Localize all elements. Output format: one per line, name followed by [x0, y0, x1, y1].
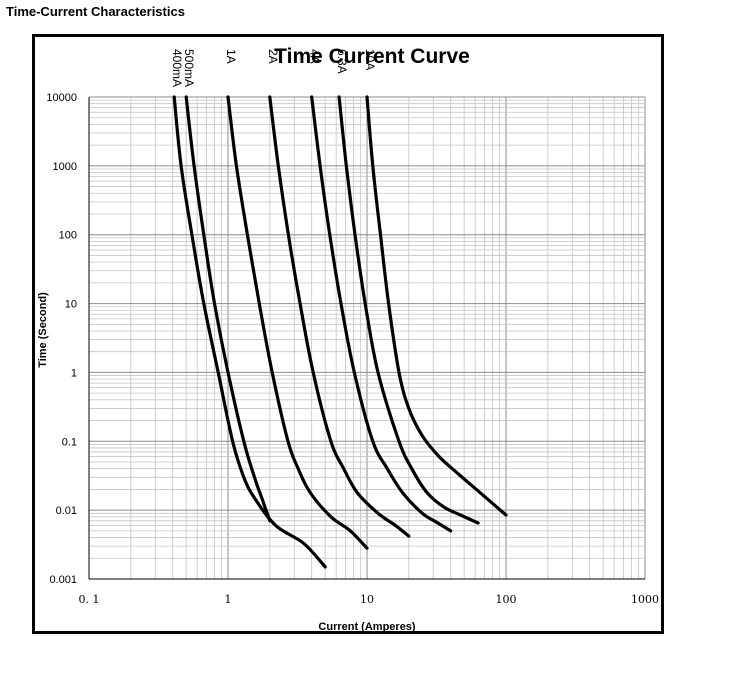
y-tick-label: 0.1 — [62, 436, 77, 448]
series-label: 4A — [308, 49, 322, 64]
x-tick-label: 0. 1 — [79, 593, 100, 606]
y-tick-labels: 10000 1000 100 10 1 0.1 0.01 0.001 — [46, 92, 77, 586]
series-label: 2A — [266, 49, 280, 64]
y-tick-label: 100 — [59, 230, 77, 242]
series-curve-10a — [365, 95, 508, 517]
y-tick-label: 0.001 — [49, 574, 77, 586]
series-label: 1A — [224, 49, 238, 64]
x-tick-label: 100 — [496, 593, 517, 606]
axes — [88, 97, 645, 580]
series-curve-1a — [226, 95, 369, 550]
series-label: 400mA — [170, 49, 184, 87]
y-axis-title: Time (Second) — [37, 292, 49, 368]
series-curve-500ma — [184, 95, 272, 523]
y-tick-label: 10000 — [46, 92, 77, 104]
series-curve-6-3a — [337, 95, 480, 525]
series-curve-400ma — [172, 95, 327, 569]
series-curves — [172, 95, 508, 569]
x-tick-label: 10 — [360, 593, 374, 606]
series-curve-4a — [310, 95, 453, 533]
series-label: 10A — [363, 49, 377, 70]
x-tick-label: 1000 — [631, 593, 659, 606]
page-heading: Time-Current Characteristics — [6, 4, 185, 19]
y-tick-label: 1 — [71, 367, 77, 379]
grid — [88, 96, 646, 580]
y-tick-label: 0.01 — [56, 505, 77, 517]
x-tick-labels: 0. 1 1 10 100 1000 — [79, 593, 660, 606]
x-tick-label: 1 — [225, 593, 232, 606]
series-label: 6.3A — [335, 49, 349, 74]
chart-frame — [32, 34, 664, 634]
chart-title: Time Current Curve — [274, 45, 470, 68]
series-label: 500mA — [182, 49, 196, 87]
series-curve-2a — [268, 95, 411, 538]
y-tick-label: 10 — [65, 299, 77, 311]
y-tick-label: 1000 — [53, 161, 77, 173]
x-axis-title: Current (Amperes) — [318, 621, 416, 633]
